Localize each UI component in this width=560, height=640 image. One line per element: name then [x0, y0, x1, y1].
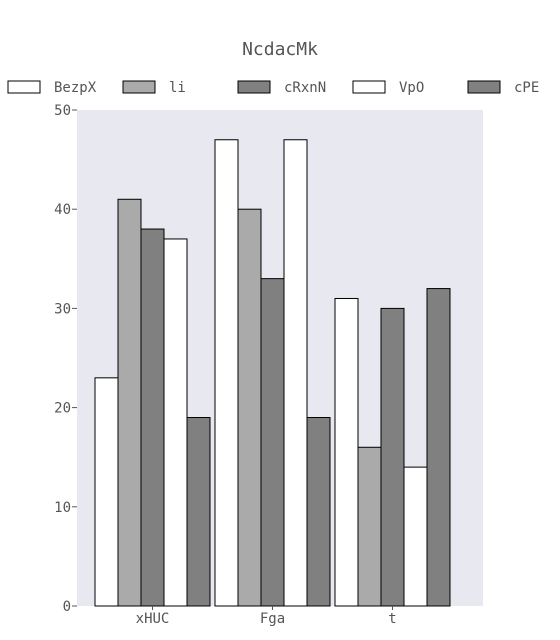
legend-label: cRxnN: [284, 80, 326, 96]
bar: [237, 208, 262, 607]
legend-swatch: [7, 80, 41, 94]
legend-swatch: [467, 80, 501, 94]
x-tick-label: t: [388, 611, 396, 627]
legend-swatch: [237, 80, 271, 94]
bar: [380, 307, 405, 607]
y-axis: 0 10 20 30 40 50: [54, 103, 77, 615]
bar: [117, 198, 142, 607]
legend-swatch: [122, 80, 156, 94]
legend-label: BezpX: [54, 80, 97, 96]
bar: [357, 446, 382, 607]
bar: [283, 139, 308, 607]
legend: BezpX li cRxnN VpO cPE: [7, 80, 539, 96]
x-tick-label: xHUC: [136, 611, 170, 627]
y-tick-label: 50: [54, 103, 71, 119]
x-axis: xHUC Fga t: [136, 606, 397, 627]
legend-label: VpO: [399, 80, 424, 96]
legend-label: li: [169, 80, 186, 96]
legend-label: cPE: [514, 80, 539, 96]
bar: [186, 417, 211, 607]
bars: [94, 139, 451, 607]
bar: [426, 288, 451, 607]
bar: [163, 238, 188, 607]
y-tick-label: 30: [54, 301, 71, 317]
bar: [214, 139, 239, 607]
bar: [306, 417, 331, 607]
y-tick-label: 20: [54, 401, 71, 417]
y-tick-label: 40: [54, 202, 71, 218]
chart-title: NcdacMk: [242, 39, 318, 60]
y-tick-label: 10: [54, 500, 71, 516]
bar: [94, 377, 119, 607]
y-tick-label: 0: [63, 599, 71, 615]
legend-swatch: [352, 80, 386, 94]
bar: [403, 466, 428, 607]
bar: [260, 278, 285, 607]
bar: [140, 228, 165, 607]
x-tick-label: Fga: [260, 611, 285, 627]
bar: [334, 297, 359, 607]
